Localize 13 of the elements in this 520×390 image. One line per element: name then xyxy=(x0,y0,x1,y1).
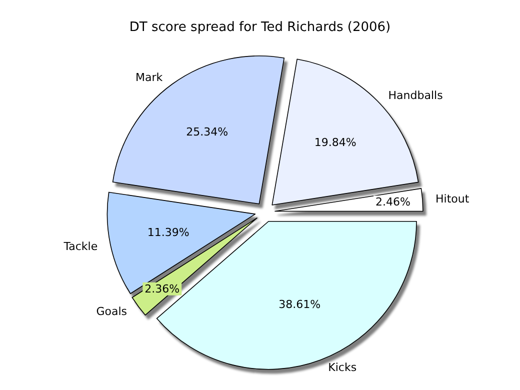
data-label: 25.34% xyxy=(186,125,228,138)
data-label: 38.61% xyxy=(278,298,321,312)
slice-label: Kicks xyxy=(328,360,357,374)
data-label: 2.46% xyxy=(376,196,410,209)
data-label: 11.39% xyxy=(147,226,190,240)
slice-label: Goals xyxy=(96,304,128,318)
slice-label: Hitout xyxy=(436,192,470,206)
slice-label: Tackle xyxy=(62,240,98,254)
data-label: 19.84% xyxy=(314,136,356,150)
slice-label: Handballs xyxy=(388,89,444,102)
chart-title: DT score spread for Ted Richards (2006) xyxy=(129,20,391,35)
data-label: 2.36% xyxy=(144,282,180,296)
slice-label: Mark xyxy=(136,71,164,84)
